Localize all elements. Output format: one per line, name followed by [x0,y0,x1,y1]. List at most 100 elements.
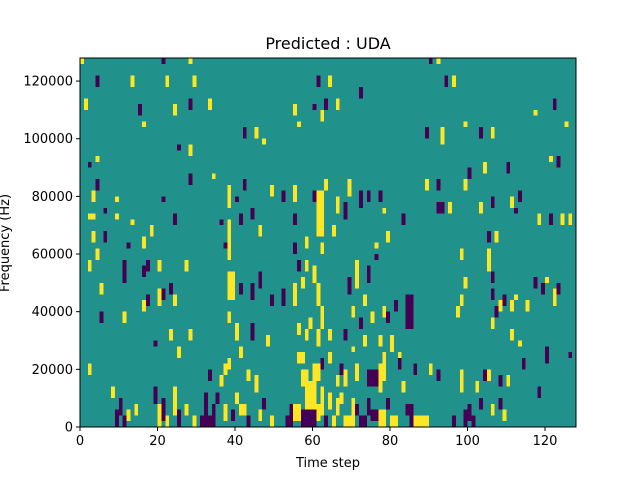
heatmap-cell [176,144,181,151]
heatmap-cell [386,398,390,410]
heatmap-cell [343,415,356,427]
heatmap-cell [134,403,139,416]
heatmap-cell [184,403,189,416]
heatmap-cell [413,415,429,427]
heatmap-cell [173,104,177,116]
heatmap-cell [343,328,348,341]
heatmap-cell [541,282,545,295]
heatmap-cell [331,225,336,237]
heatmap-cell [517,190,522,203]
heatmap-cell [169,328,173,341]
y-tick-label: 20000 [32,363,73,378]
heatmap-cell [262,398,266,410]
y-tick-label: 80000 [32,190,73,205]
heatmap-cell [366,369,379,387]
heatmap-cell [262,138,266,145]
heatmap-cell [514,207,518,214]
heatmap-cell [514,294,518,301]
heatmap-cell [537,386,542,399]
heatmap-cell [153,386,158,404]
heatmap-cell [223,363,228,376]
heatmap-cell [351,398,356,416]
heatmap-cell [560,213,565,226]
heatmap-cell [215,392,220,404]
heatmap-cell [382,305,387,318]
heatmap-cell [552,288,557,306]
heatmap-cell [498,300,503,312]
heatmap-cell [122,415,127,427]
heatmap-cell [285,415,294,427]
heatmap-cell [207,369,212,381]
heatmap-cell [413,363,418,376]
heatmap-cell [568,213,573,226]
x-tick-label: 80 [382,434,399,449]
heatmap-cell [304,259,309,272]
heatmap-cell [99,282,104,295]
heatmap-cell [475,380,480,393]
heatmap-cell [304,236,309,249]
heatmap-cell [479,202,483,214]
heatmap-cell [556,156,561,168]
heatmap-cell [312,363,321,381]
heatmap-cell [452,75,456,87]
heatmap-cell [494,305,499,318]
heatmap-cell [130,75,135,87]
y-tick-label: 0 [65,421,73,436]
heatmap-cell [161,398,166,422]
heatmap-cell [111,386,115,399]
heatmap-cell [490,403,495,416]
heatmap-cell [483,161,487,174]
heatmap-cell [173,213,177,226]
heatmap-cell [498,375,503,387]
heatmap-cell [145,259,150,272]
heatmap-cell [502,294,507,306]
heatmap-cell [393,300,398,312]
heatmap-cell [157,403,162,427]
heatmap-cell [494,230,499,243]
heatmap-cell [184,259,189,272]
heatmap-cell [324,179,328,191]
heatmap-cell [149,225,154,237]
heatmap-cell [242,127,247,139]
heatmap-cell [459,369,464,393]
heatmap-cell [320,386,325,416]
heatmap-cell [269,184,274,197]
heatmap-cell [200,415,216,427]
heatmap-cell [207,98,212,110]
heatmap-cell [424,127,429,139]
x-tick-label: 40 [227,434,244,449]
heatmap-cell [390,334,394,353]
heatmap-cell [320,305,325,329]
heatmap-cell [165,75,170,87]
heatmap-cell [95,179,100,191]
heatmap-cell [339,392,344,404]
heatmap-cell [320,109,325,122]
heatmap-cell [142,300,146,312]
heatmap-cell [87,259,92,272]
heatmap-cell [328,392,332,410]
heatmap-cell [87,161,92,168]
heatmap-cell [223,242,228,249]
heatmap-cell [370,409,379,422]
heatmap-cell [490,317,495,329]
heatmap-cell [176,346,181,358]
heatmap-cell [335,196,340,214]
heatmap-cell [87,363,92,376]
heatmap-cell [118,398,123,416]
heatmap-cell [463,121,468,128]
heatmap-cell [138,104,142,116]
heatmap-cell [238,403,247,416]
heatmap-cell [188,144,193,157]
heatmap-cell [300,369,309,387]
x-axis-label: Time step [295,456,360,471]
heatmap-cell [297,352,305,364]
heatmap-cell [266,334,270,347]
heatmap-cell [401,213,406,226]
heatmap-cell [533,277,538,289]
heatmap-cell [316,75,321,87]
heatmap-cell [153,340,158,347]
heatmap-cell [300,277,305,289]
heatmap-cell [374,254,379,260]
heatmap-cell [126,242,131,249]
heatmap-cell [269,415,274,427]
